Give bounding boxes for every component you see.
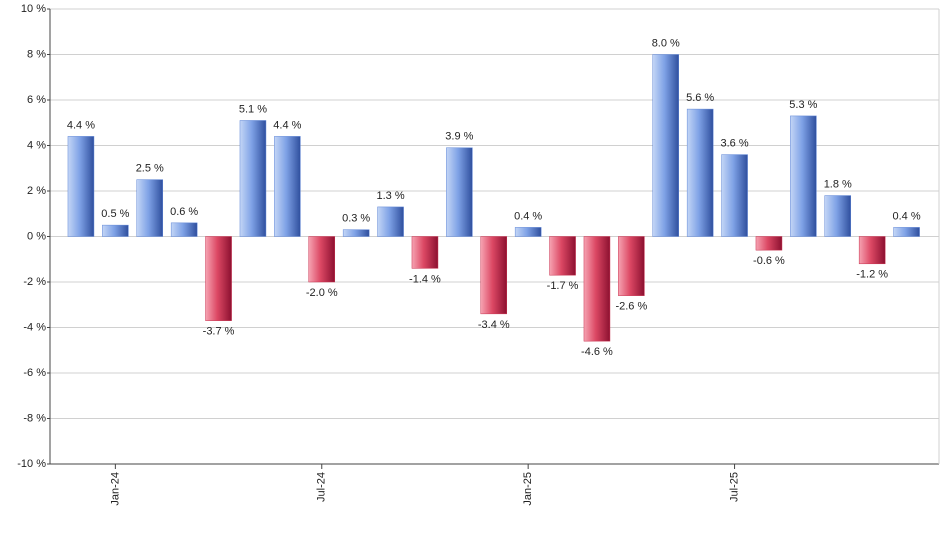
value-label: 0.4 % [514,210,542,222]
value-label: -2.6 % [615,301,647,313]
value-label: -2.0 % [306,287,338,299]
y-tick-label: -4 % [23,321,46,333]
y-tick-label: 4 % [27,139,46,151]
bar [102,224,129,237]
bar [480,236,508,315]
value-label: 5.1 % [239,103,267,115]
y-tick-label: 2 % [27,185,46,197]
bar [239,120,267,237]
value-label: 0.4 % [892,210,920,222]
bar [549,236,576,276]
value-label: 0.6 % [170,206,198,218]
bar [790,115,817,237]
bar [136,179,164,237]
bar [67,136,95,237]
y-tick-label: -8 % [23,412,46,424]
value-label: 2.5 % [136,163,164,175]
y-tick-label: 6 % [27,94,46,106]
bar [583,236,611,342]
y-tick-label: -6 % [23,367,46,379]
value-label: 4.4 % [273,119,301,131]
value-label: -0.6 % [753,255,785,267]
value-label: -1.4 % [409,273,441,285]
bar [274,136,301,237]
value-label: -4.6 % [581,346,613,358]
value-label: 3.6 % [720,138,748,150]
bar [652,54,680,237]
x-tick-label: Jan-24 [109,472,121,506]
bar [858,236,886,265]
bar [411,236,439,269]
value-label: 1.8 % [824,178,852,190]
value-label: 5.6 % [686,92,714,104]
value-label: 3.9 % [445,131,473,143]
value-label: 5.3 % [789,99,817,111]
bar [170,222,198,237]
bar [514,227,542,237]
y-tick-label: -10 % [17,458,46,470]
bar [342,229,370,237]
value-label: -3.7 % [203,326,235,338]
bar [755,236,783,251]
bar [205,236,232,321]
value-label: 1.3 % [376,190,404,202]
x-tick-label: Jul-25 [728,472,740,502]
x-tick-label: Jul-24 [316,472,328,502]
bar [308,236,336,283]
bar [721,154,748,237]
x-tick-label: Jan-25 [522,472,534,506]
bar [686,108,714,237]
value-label: -1.7 % [547,280,579,292]
bar [377,206,404,237]
value-label: 0.5 % [101,208,129,220]
bar [618,236,645,296]
value-label: 0.3 % [342,213,370,225]
y-tick-label: 0 % [27,230,46,242]
value-label: 4.4 % [67,119,95,131]
bar [824,195,852,237]
bar [893,227,920,237]
y-tick-label: 10 % [21,3,46,15]
value-label: 8.0 % [652,37,680,49]
bar [446,147,473,237]
value-label: -1.2 % [856,269,888,281]
y-tick-label: -2 % [23,276,46,288]
y-tick-label: 8 % [27,48,46,60]
value-label: -3.4 % [478,319,510,331]
